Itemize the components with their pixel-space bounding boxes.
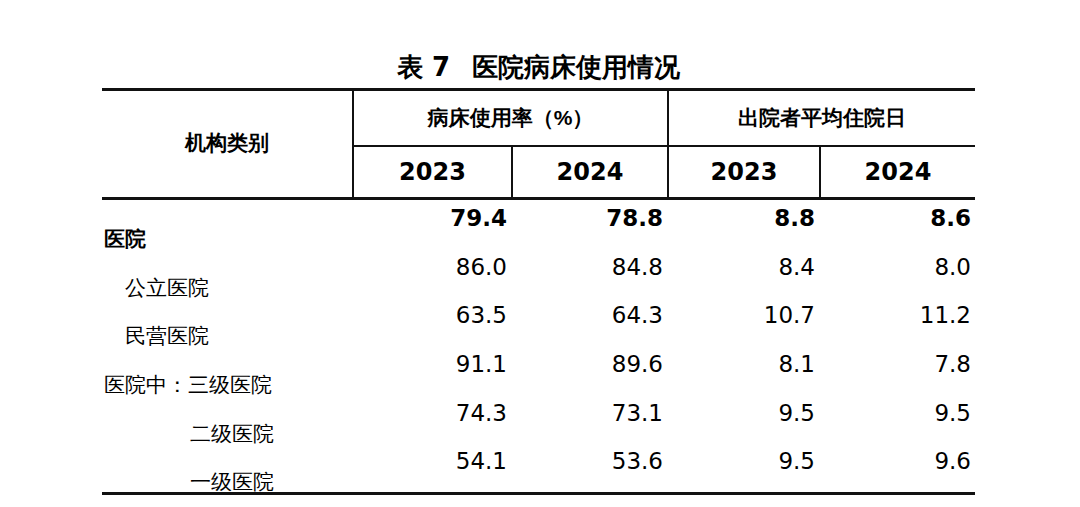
table-title-text: 医院病床使用情况	[472, 52, 680, 82]
value-cell: 91.1	[352, 351, 511, 377]
value-cell: 79.4	[352, 205, 511, 231]
year-header: 2024	[513, 147, 667, 197]
row-values: 86.084.88.48.0	[352, 254, 975, 280]
value-cell: 9.5	[667, 400, 819, 426]
row-label: 一级医院	[102, 468, 274, 496]
value-cell: 7.8	[819, 351, 975, 377]
value-cell: 74.3	[352, 400, 511, 426]
year-header: 2024	[821, 147, 975, 197]
value-cell: 53.6	[511, 448, 667, 474]
value-cell: 54.1	[352, 448, 511, 474]
value-cell: 86.0	[352, 254, 511, 280]
table-row: 二级医院 74.373.19.59.5	[102, 395, 975, 444]
value-cell: 89.6	[511, 351, 667, 377]
value-cell: 11.2	[819, 302, 975, 328]
data-table: 机构类别 病床使用率（%） 出院者平均住院日 2023 2024 2023 20…	[102, 88, 975, 498]
table-row: 民营医院 63.564.310.711.2	[102, 297, 975, 346]
value-cell: 8.0	[819, 254, 975, 280]
value-cell: 78.8	[511, 205, 667, 231]
row-values: 79.478.88.88.6	[352, 205, 975, 231]
row-values: 54.153.69.59.6	[352, 448, 975, 474]
value-cell: 8.4	[667, 254, 819, 280]
value-cell: 9.6	[819, 448, 975, 474]
value-cell: 9.5	[667, 448, 819, 474]
value-cell: 9.5	[819, 400, 975, 426]
table-row: 公立医院 86.084.88.48.0	[102, 249, 975, 298]
table-row: 医院 79.478.88.88.6	[102, 200, 975, 249]
table-title: 表 7 医院病床使用情况	[102, 50, 975, 85]
column-group-bed-usage: 病床使用率（%）	[354, 90, 667, 145]
table-number: 表 7	[397, 52, 450, 82]
year-header: 2023	[354, 147, 511, 197]
value-cell: 63.5	[352, 302, 511, 328]
column-group-avg-stay: 出院者平均住院日	[669, 90, 975, 145]
stub-header: 机构类别	[102, 88, 352, 197]
value-cell: 64.3	[511, 302, 667, 328]
year-header: 2023	[669, 147, 819, 197]
value-cell: 73.1	[511, 400, 667, 426]
table-body: 医院 79.478.88.88.6 公立医院 86.084.88.48.0 民营…	[102, 200, 975, 492]
table-row: 医院中：三级医院 91.189.68.17.8	[102, 346, 975, 395]
document-page: 表 7 医院病床使用情况 机构类别 病床使用率（%） 出院者平均住院日 2023 …	[0, 0, 1080, 507]
row-values: 74.373.19.59.5	[352, 400, 975, 426]
value-cell: 8.6	[819, 205, 975, 231]
row-values: 63.564.310.711.2	[352, 302, 975, 328]
value-cell: 84.8	[511, 254, 667, 280]
value-cell: 10.7	[667, 302, 819, 328]
table-row: 一级医院 54.153.69.59.6	[102, 443, 975, 492]
value-cell: 8.8	[667, 205, 819, 231]
value-cell: 8.1	[667, 351, 819, 377]
row-values: 91.189.68.17.8	[352, 351, 975, 377]
